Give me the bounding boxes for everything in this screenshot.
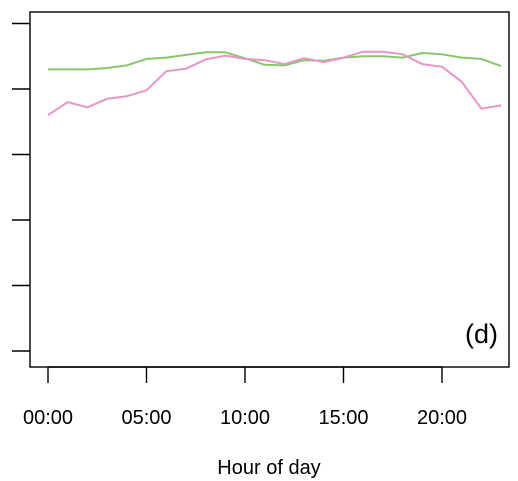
y-axis: [12, 22, 30, 352]
x-tick-label: 10:00: [220, 407, 270, 429]
x-tick-label: 05:00: [121, 407, 171, 429]
panel-label: (d): [465, 319, 498, 349]
x-axis: 00:00 05:00 10:00 15:00 20:00: [23, 366, 467, 429]
x-tick-label: 00:00: [23, 407, 73, 429]
x-tick-label: 20:00: [417, 407, 467, 429]
series-group: [47, 50, 502, 117]
x-tick-label: 15:00: [318, 407, 368, 429]
x-axis-title: Hour of day: [217, 457, 320, 479]
series-line-1: [48, 51, 502, 71]
series-line-2: [47, 50, 502, 117]
